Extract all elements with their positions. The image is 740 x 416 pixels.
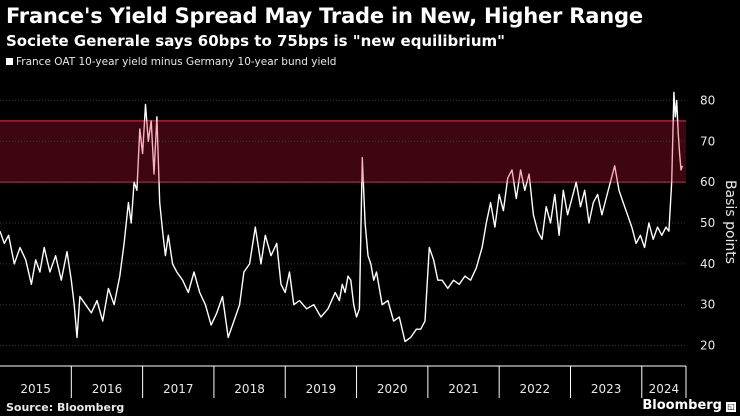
series-layer xyxy=(0,91,684,343)
x-tick-label: 2016 xyxy=(92,382,123,396)
y-tick-label: 50 xyxy=(700,216,715,230)
x-tick-label: 2017 xyxy=(163,382,194,396)
legend-swatch xyxy=(6,58,13,65)
source-note: Source: Bloomberg xyxy=(6,401,125,414)
y-tick-label: 30 xyxy=(700,298,715,312)
gridlines xyxy=(0,99,686,347)
x-tick-label: 2015 xyxy=(20,382,51,396)
y-tick-label: 80 xyxy=(700,93,715,107)
series-line xyxy=(0,91,684,343)
y-tick-label: 60 xyxy=(700,175,715,189)
legend: France OAT 10-year yield minus Germany 1… xyxy=(6,56,336,68)
x-tick-label: 2020 xyxy=(377,382,408,396)
legend-label: France OAT 10-year yield minus Germany 1… xyxy=(16,56,337,68)
band-fill xyxy=(0,120,686,183)
x-tick-label: 2024 xyxy=(649,382,680,396)
y-tick-label: 40 xyxy=(700,257,715,271)
x-tick-label: 2021 xyxy=(448,382,479,396)
x-tick-label: 2023 xyxy=(591,382,622,396)
chart-title: France's Yield Spread May Trade in New, … xyxy=(6,4,643,28)
x-tick-label: 2019 xyxy=(306,382,337,396)
x-tick-label: 2018 xyxy=(234,382,265,396)
bloomberg-logo: Bloomberg xyxy=(642,398,722,413)
y-tick-label: 20 xyxy=(700,339,715,353)
x-tick-label: 2022 xyxy=(520,382,551,396)
y-axis-title: Basis points xyxy=(722,180,738,264)
equilibrium-band xyxy=(0,120,686,183)
expand-icon[interactable]: ◱ xyxy=(726,402,736,412)
y-tick-label: 70 xyxy=(700,134,715,148)
chart-subtitle: Societe Generale says 60bps to 75bps is … xyxy=(6,32,505,50)
axes: 20 30 40 50 60 70 80 Basis points 2015 2016 2017 20… xyxy=(0,93,738,398)
